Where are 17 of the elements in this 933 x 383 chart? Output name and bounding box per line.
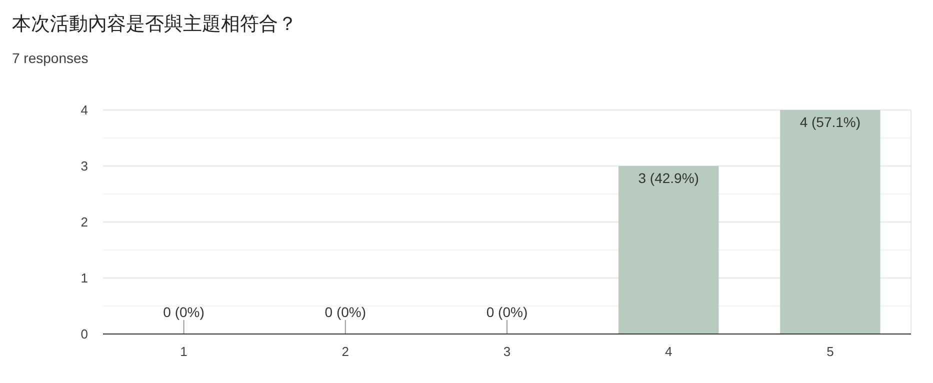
y-tick-label: 2 <box>80 214 88 230</box>
data-label: 0 (0%) <box>324 304 366 320</box>
y-tick-label: 1 <box>80 270 88 286</box>
x-tick-label: 2 <box>342 344 350 359</box>
data-label: 0 (0%) <box>486 304 528 320</box>
data-label: 0 (0%) <box>163 304 204 320</box>
data-label: 3 (42.9%) <box>638 170 699 186</box>
y-tick-label: 4 <box>80 102 88 118</box>
y-tick-label: 3 <box>80 158 88 174</box>
data-label: 4 (57.1%) <box>800 114 861 130</box>
x-tick-label: 5 <box>826 344 834 359</box>
chart-title: 本次活動內容是否與主題相符合？ <box>12 13 297 35</box>
x-tick-label: 4 <box>664 344 672 359</box>
chart-subtitle: 7 responses <box>12 50 88 66</box>
y-tick-label: 0 <box>80 326 88 342</box>
x-tick-label: 1 <box>180 344 188 359</box>
x-tick-label: 3 <box>503 344 511 359</box>
